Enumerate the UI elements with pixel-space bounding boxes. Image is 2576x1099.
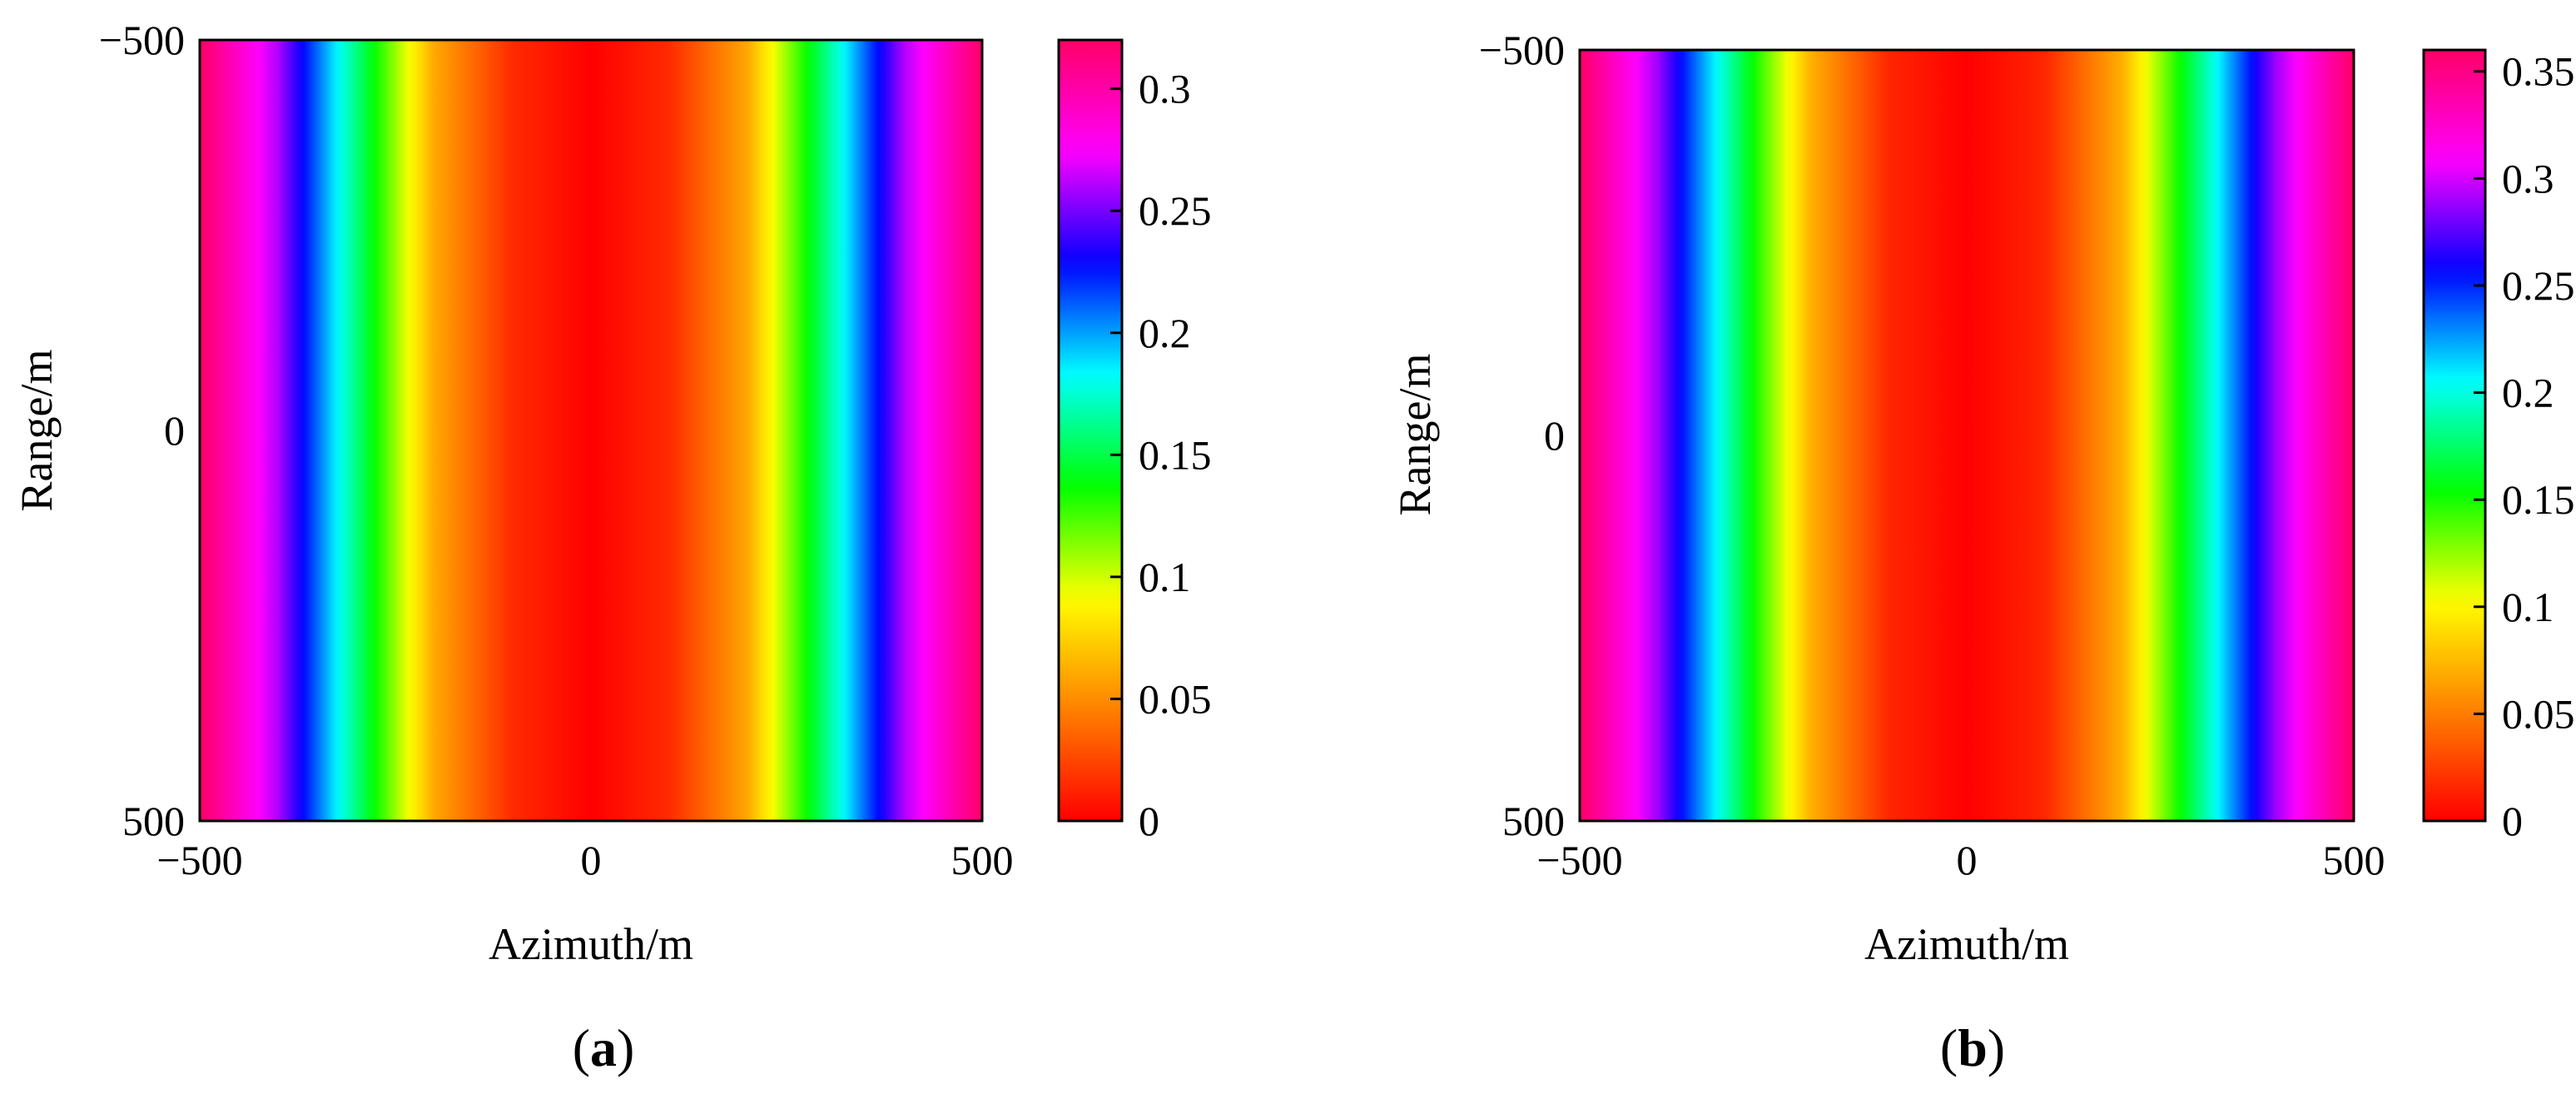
colorbar-tick-label: 0.25 bbox=[1139, 187, 1212, 234]
y-tick-label: 500 bbox=[122, 798, 185, 844]
colorbar-tick-label: 0.3 bbox=[1139, 66, 1191, 112]
subfigure-label-b-letter: b bbox=[1958, 1018, 1988, 1077]
colorbar-tick-label: 0.1 bbox=[2502, 584, 2554, 630]
x-tick-label: 0 bbox=[581, 837, 602, 883]
colorbar-tick-label: 0.15 bbox=[1139, 431, 1212, 478]
y-tick-label: −500 bbox=[99, 17, 185, 63]
panel-a: −500 0 500 −500 0 500 Azimuth/m Range/m 0 0.0… bbox=[12, 17, 1212, 1077]
colorbar-a bbox=[1057, 38, 1124, 823]
colorbar-tick-label: 0.2 bbox=[1139, 310, 1191, 356]
colorbar-tick-label: 0.2 bbox=[2502, 370, 2554, 416]
x-tick-label: 500 bbox=[2323, 837, 2385, 883]
colorbar-tick-label: 0.3 bbox=[2502, 155, 2554, 201]
y-tick-label: 0 bbox=[1544, 412, 1565, 459]
colorbar-ticks-b: 0 0.05 0.1 0.15 0.2 0.25 0.3 0.35 bbox=[2474, 48, 2575, 844]
heatmap-a bbox=[198, 38, 984, 823]
subfigure-label-b-open: ( bbox=[1940, 1018, 1958, 1077]
y-axis-label-a: Range/m bbox=[12, 350, 62, 512]
y-tick-label: 500 bbox=[1502, 798, 1565, 844]
colorbar-tick-label: 0.25 bbox=[2502, 262, 2575, 309]
colorbar-tick-label: 0 bbox=[2502, 798, 2523, 844]
y-axis-label-b: Range/m bbox=[1390, 354, 1440, 516]
colorbar-tick-label: 0.15 bbox=[2502, 476, 2575, 523]
x-tick-label: −500 bbox=[1536, 837, 1622, 883]
colorbar-tick-label: 0.35 bbox=[2502, 48, 2575, 95]
colorbar-ticks-a: 0 0.05 0.1 0.15 0.2 0.25 0.3 bbox=[1110, 66, 1212, 844]
y-tick-label: −500 bbox=[1479, 27, 1565, 73]
subfigure-label-a-letter: a bbox=[590, 1018, 617, 1077]
y-ticks-b: −500 0 500 bbox=[1479, 27, 1565, 844]
x-tick-label: 0 bbox=[1957, 837, 1978, 883]
subfigure-label-b-close: ) bbox=[1988, 1018, 2005, 1077]
subfigure-label-a: (a) bbox=[573, 1018, 635, 1077]
colorbar-b bbox=[2422, 48, 2487, 823]
panel-b: −500 0 500 −500 0 500 Azimuth/m Range/m 0 0.0… bbox=[1390, 27, 2575, 1077]
y-tick-label: 0 bbox=[164, 407, 185, 454]
x-axis-label-a: Azimuth/m bbox=[489, 919, 693, 969]
x-axis-label-b: Azimuth/m bbox=[1864, 919, 2069, 969]
subfigure-label-b: (b) bbox=[1940, 1018, 2005, 1077]
subfigure-label-a-close: ) bbox=[617, 1018, 634, 1077]
x-tick-label: 500 bbox=[951, 837, 1014, 883]
heatmap-b bbox=[1578, 48, 2355, 823]
colorbar-tick-label: 0.05 bbox=[2502, 690, 2575, 737]
colorbar-tick-label: 0 bbox=[1139, 798, 1159, 844]
x-tick-label: −500 bbox=[156, 837, 242, 883]
x-ticks-a: −500 0 500 bbox=[156, 837, 1013, 883]
x-ticks-b: −500 0 500 bbox=[1536, 837, 2385, 883]
colorbar-tick-label: 0.1 bbox=[1139, 554, 1191, 600]
subfigure-label-a-open: ( bbox=[573, 1018, 590, 1077]
y-ticks-a: −500 0 500 bbox=[99, 17, 185, 844]
colorbar-tick-label: 0.05 bbox=[1139, 675, 1212, 722]
